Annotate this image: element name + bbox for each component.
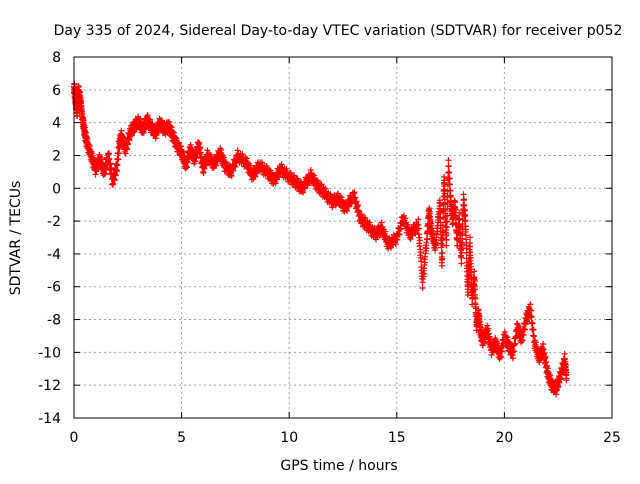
data-point-marker [445,157,451,163]
x-tick-label: 0 [70,430,79,446]
y-tick-label: -4 [47,247,61,263]
y-tick-label: -12 [38,378,61,394]
data-point-marker [439,250,445,256]
x-tick-label: 5 [177,430,186,446]
x-tick-label: 25 [603,430,621,446]
data-point-marker [439,263,445,269]
x-tick-label: 10 [280,430,298,446]
data-point-marker [420,285,426,291]
data-point-marker [458,260,464,266]
data-point-marker [201,170,207,176]
y-tick-label: -8 [47,313,61,329]
y-tick-label: -10 [38,345,61,361]
y-tick-label: 6 [52,83,61,99]
y-tick-label: 0 [52,181,61,197]
y-axis-label: SDTVAR / TECUs [8,181,24,296]
grid [74,57,612,418]
data-point-marker [379,220,385,226]
data-point-marker [446,169,452,175]
data-point-marker [456,217,462,223]
data-point-marker [446,163,452,169]
x-axis-label: GPS time / hours [280,458,397,474]
y-tick-label: 2 [52,148,61,164]
chart-title: Day 335 of 2024, Sidereal Day-to-day VTE… [54,23,623,39]
y-tick-label: 4 [52,116,61,132]
x-tick-label: 20 [495,430,513,446]
x-tick-label: 15 [388,430,406,446]
y-tick-label: -14 [38,411,61,427]
y-tick-label: -6 [47,280,61,296]
y-tick-label: 8 [52,50,61,66]
data-point-marker [454,243,460,249]
data-point-marker [235,147,241,153]
data-point-marker [110,181,116,187]
data-point-marker [461,196,467,202]
y-tick-label: -2 [47,214,61,230]
data-series [71,81,570,398]
